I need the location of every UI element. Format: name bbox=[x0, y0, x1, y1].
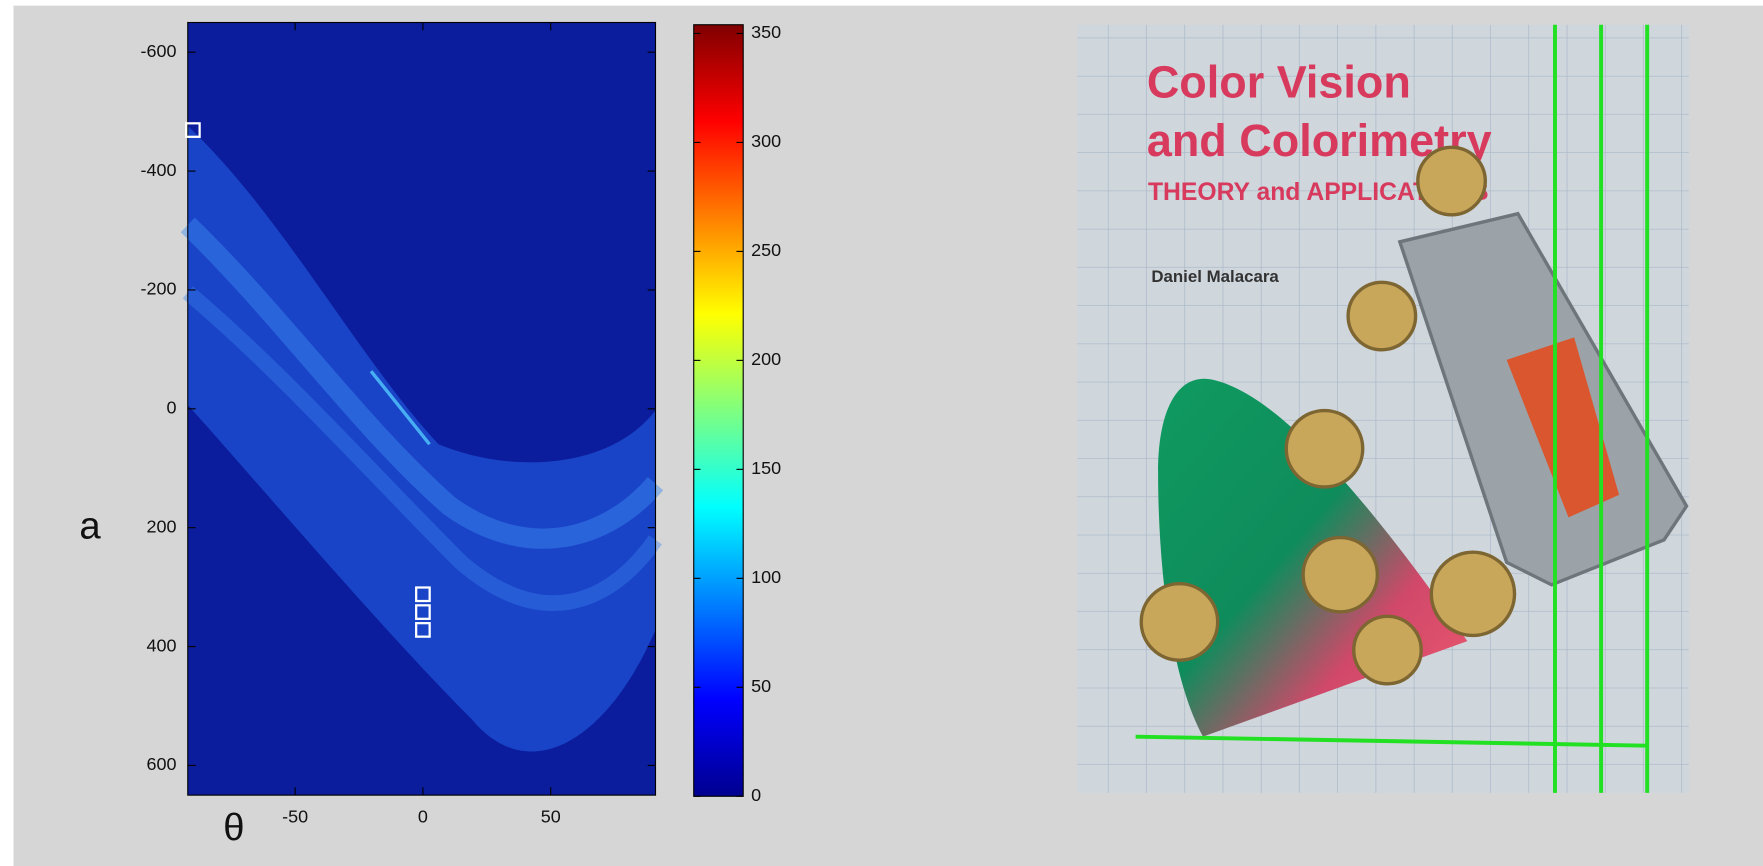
colorbar-tick-label: 150 bbox=[751, 458, 781, 478]
colorbar-tick-label: 50 bbox=[751, 676, 771, 696]
peak-marker bbox=[185, 122, 201, 138]
peak-marker bbox=[415, 622, 431, 638]
coin bbox=[1416, 145, 1487, 217]
y-tick-label: -400 bbox=[141, 160, 177, 180]
coin bbox=[1139, 582, 1220, 662]
colorbar-tick-label: 200 bbox=[751, 349, 781, 369]
y-tick-label: 0 bbox=[167, 398, 177, 418]
x-tick-label: 50 bbox=[541, 806, 561, 826]
book-title: Color Vision bbox=[1147, 56, 1411, 107]
x-tick-label: -50 bbox=[282, 806, 308, 826]
coin bbox=[1301, 535, 1380, 614]
y-tick-label: 400 bbox=[147, 635, 177, 655]
peak-marker bbox=[415, 604, 431, 620]
sinusoid-band bbox=[180, 217, 664, 549]
colorbar-tick-label: 350 bbox=[751, 22, 781, 42]
usb-stick bbox=[1506, 337, 1620, 518]
colorbar bbox=[693, 24, 744, 797]
axes: -50 0 50 -600 -400 -200 0 200 400 600 θ a 0 50 100 150 2… bbox=[79, 21, 781, 849]
y-tick-label: -600 bbox=[141, 41, 177, 61]
colorbar-tick-label: 0 bbox=[751, 785, 761, 805]
coins bbox=[1139, 145, 1517, 686]
sinusoid-band bbox=[182, 286, 662, 611]
detected-lines bbox=[1135, 24, 1650, 793]
colorbar-tick-label: 100 bbox=[751, 567, 781, 587]
y-tick-label: -200 bbox=[141, 279, 177, 299]
photo: Color Vision and Colorimetry THEORY and … bbox=[1077, 24, 1689, 793]
colorbar-tick-label: 250 bbox=[751, 240, 781, 260]
detected-line bbox=[1135, 734, 1648, 748]
peak-marker bbox=[415, 586, 431, 603]
hough-image bbox=[180, 22, 664, 796]
book-author: Daniel Malacara bbox=[1151, 267, 1279, 286]
coin bbox=[1346, 280, 1418, 352]
coin bbox=[1429, 550, 1517, 638]
colorbar-tick-label: 300 bbox=[751, 131, 781, 151]
x-axis-label: θ bbox=[223, 806, 244, 849]
coin bbox=[1284, 408, 1365, 489]
y-tick-label: 600 bbox=[147, 754, 177, 774]
sinusoid-band bbox=[369, 370, 431, 446]
y-tick-label: 200 bbox=[147, 516, 177, 536]
sinusoid-band bbox=[187, 125, 656, 752]
x-tick-label: 0 bbox=[418, 806, 428, 826]
coin bbox=[1352, 614, 1423, 686]
y-axis-label: a bbox=[79, 505, 101, 548]
